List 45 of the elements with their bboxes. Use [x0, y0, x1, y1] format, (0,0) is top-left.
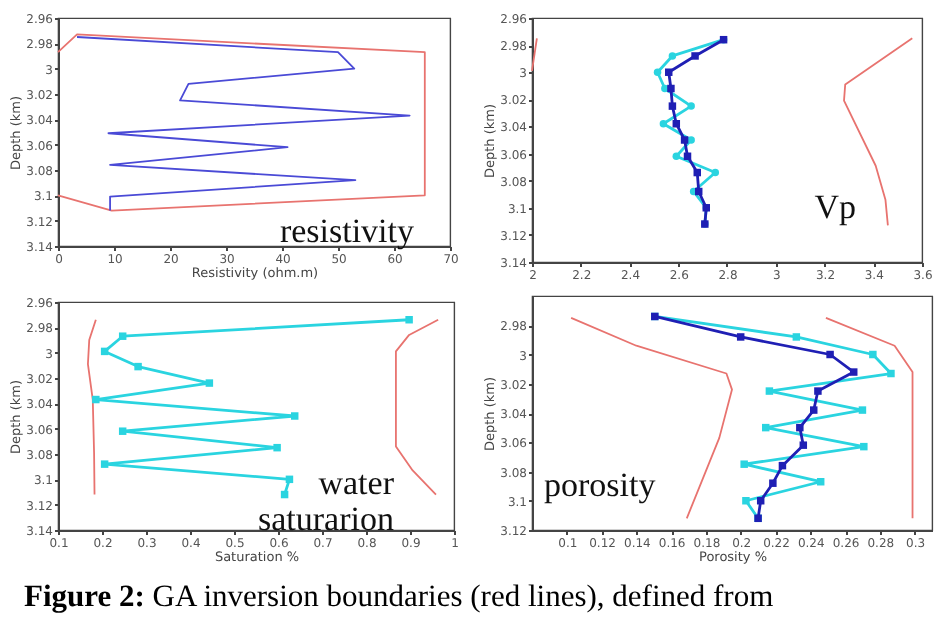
point	[100, 460, 109, 468]
annotation: resistivity	[279, 212, 415, 250]
point	[887, 369, 895, 378]
point	[810, 406, 818, 414]
point	[736, 333, 745, 341]
point	[860, 442, 868, 451]
point	[796, 423, 804, 432]
annotation: water saturarion	[258, 464, 395, 538]
point	[665, 68, 673, 76]
point	[205, 379, 214, 387]
point	[869, 350, 877, 359]
point	[740, 460, 748, 468]
point	[653, 68, 662, 76]
point	[667, 84, 675, 93]
point	[850, 368, 858, 376]
line-series	[825, 317, 914, 520]
point	[792, 333, 801, 341]
point	[799, 441, 808, 449]
caption: Figure 2: GA inversion boundaries (red lines), defined from	[22, 578, 776, 618]
point	[405, 315, 413, 324]
point	[765, 387, 774, 395]
point	[742, 497, 750, 505]
point	[858, 406, 867, 414]
point	[668, 102, 677, 110]
point	[290, 412, 299, 420]
point	[826, 350, 834, 359]
point	[687, 102, 695, 110]
point	[691, 52, 699, 60]
point	[687, 136, 695, 144]
point	[118, 332, 127, 340]
line-series	[87, 318, 97, 496]
point	[814, 387, 822, 395]
annotation: porosity	[544, 466, 657, 504]
point	[680, 136, 689, 144]
point	[273, 443, 281, 452]
point	[769, 479, 777, 487]
point	[134, 362, 142, 371]
point	[92, 395, 100, 404]
point	[672, 152, 681, 160]
point	[118, 427, 127, 435]
line-series	[395, 318, 440, 496]
annotation: Vp	[814, 188, 856, 226]
point	[711, 168, 720, 177]
point	[668, 52, 677, 60]
point	[659, 120, 668, 128]
